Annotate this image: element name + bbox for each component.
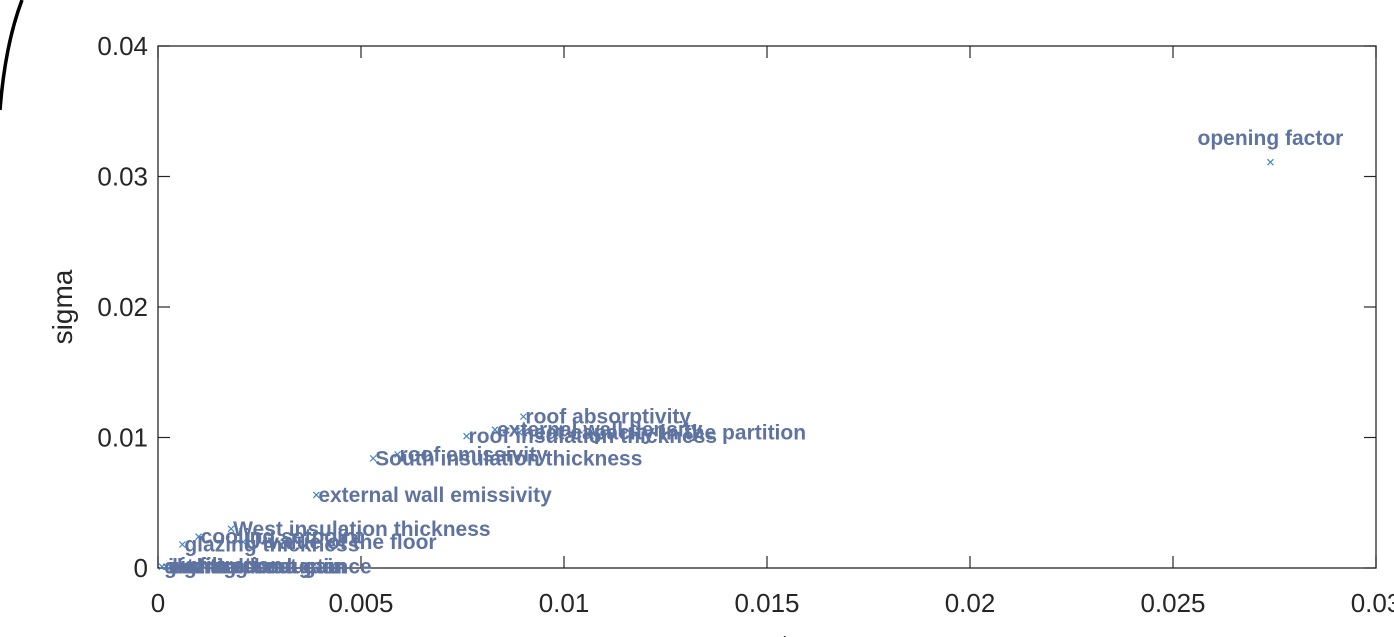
curved-line-decoration (0, 0, 24, 111)
y-tick-label: 0.02 (97, 292, 148, 322)
data-point-label: roof insulation thickness (469, 425, 718, 448)
data-point-marker (158, 563, 166, 571)
data-point-label: lighting heat gain (172, 556, 346, 579)
data-point-marker (463, 432, 470, 440)
data-point-marker (312, 491, 320, 499)
data-point-marker (174, 561, 182, 569)
y-tick-label: 0.03 (97, 162, 148, 192)
data-point-label: U-value of the floor (245, 531, 436, 554)
x-tick-label: 0.02 (945, 588, 996, 618)
x-axis-title: mu star (720, 629, 813, 637)
data-point-label: glazing thickness (184, 534, 359, 557)
data-point-marker (227, 525, 235, 533)
data-point-marker (519, 413, 527, 421)
data-point-label: infiltration (180, 554, 283, 577)
data-point-marker (515, 428, 523, 436)
ticks: 0 0.005 0.01 0.015 0.02 0.025 0.03 0 0.01 0.02 0.0… (97, 31, 1394, 618)
data-point-label: South insulation thickness (375, 447, 642, 470)
data-point-marker (178, 541, 186, 548)
data-point-marker (394, 451, 401, 458)
data-point-marker (369, 454, 377, 462)
x-tick-label: 0.025 (1140, 588, 1205, 618)
x-tick-label: 0.005 (328, 588, 393, 618)
y-tick-label: 0.01 (97, 423, 148, 453)
data-point-marker (491, 426, 499, 434)
x-tick-label: 0.01 (539, 588, 590, 618)
data-point-marker (1267, 158, 1274, 166)
data-point-label: roof emissivity (400, 443, 549, 466)
data-point-marker (195, 533, 203, 541)
plot-area (157, 45, 1377, 569)
data-point-label: external wall density (497, 419, 703, 442)
y-tick-label: 0 (134, 553, 148, 583)
data-point-label: West insulation thickness (233, 518, 491, 541)
x-tick-label: 0 (151, 588, 165, 618)
data-point-label: internal heat gain (168, 556, 342, 579)
y-tick-label: 0.04 (97, 31, 148, 61)
x-tick-label: 0.03 (1351, 588, 1394, 618)
data-point-marker (239, 538, 247, 546)
y-axis-title: sigma (47, 269, 78, 344)
x-tick-label: 0.015 (734, 588, 799, 618)
points (158, 158, 1274, 571)
data-point-label: external wall emissivity (318, 484, 552, 507)
data-point-label: opening factor (1198, 127, 1344, 150)
data-point-label: heat capacity in the partition (521, 421, 806, 444)
data-point-label: cooling setpoint (201, 526, 363, 549)
data-point-label: glazing conductance (164, 556, 372, 579)
data-point-label: roof absorptivity (525, 406, 691, 429)
